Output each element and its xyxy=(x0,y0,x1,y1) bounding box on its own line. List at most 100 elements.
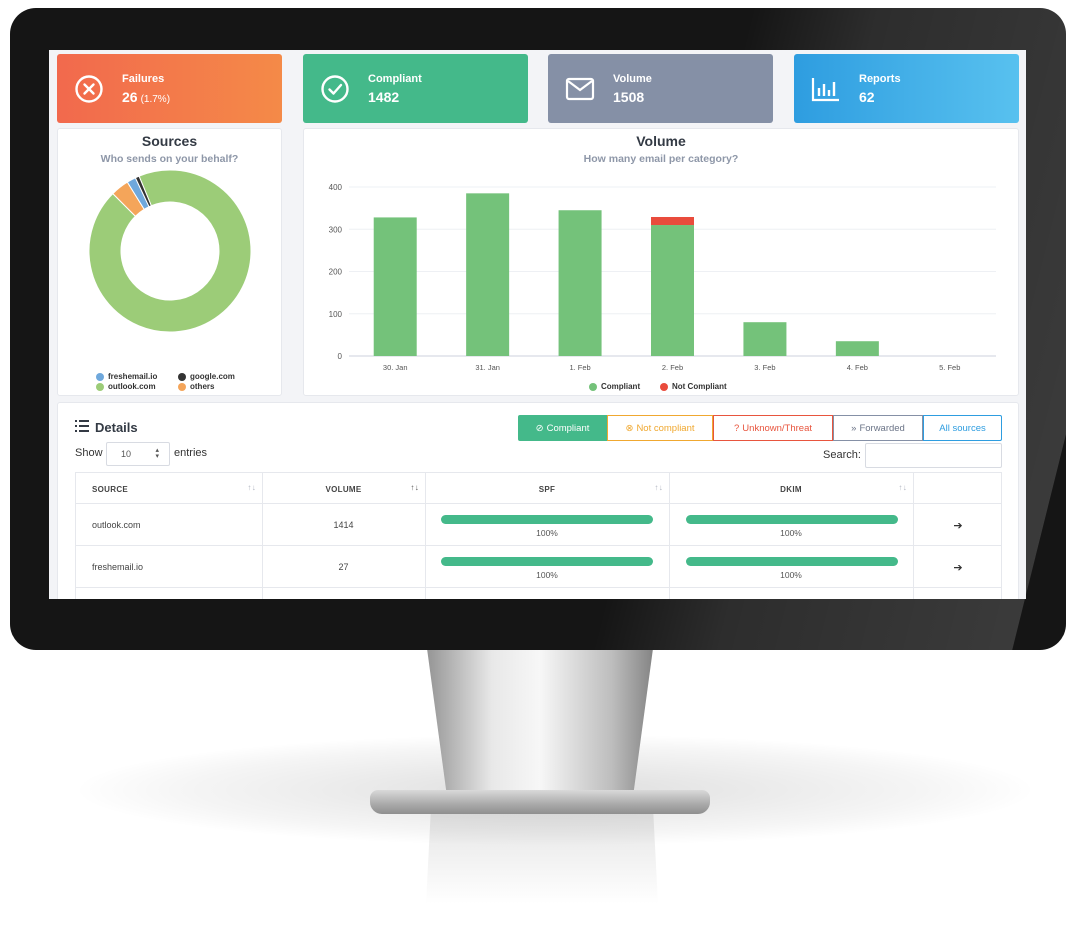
table-header: SOURCE ↑↓ VOLUME ↑↓ SPF ↑↓ DKIM ↑↓ xyxy=(75,472,1002,504)
pie-slice-google-com[interactable] xyxy=(134,175,152,208)
x-circle-icon xyxy=(74,74,104,104)
bar-compliant[interactable] xyxy=(373,217,417,356)
filter-compliant-button[interactable]: ⊘ Compliant xyxy=(518,415,607,441)
entries-label: entries xyxy=(174,447,208,459)
legend-item[interactable]: freshemail.io xyxy=(96,372,157,381)
sort-icon: ↑↓ xyxy=(654,483,663,492)
filter-label: Unknown/Threat xyxy=(742,422,812,434)
filter-label: Forwarded xyxy=(859,422,905,434)
legend-item[interactable]: outlook.com xyxy=(96,382,156,391)
question-circle-icon: ? xyxy=(734,422,740,434)
monitor-stand-foot xyxy=(370,790,710,814)
legend-label: outlook.com xyxy=(108,382,156,391)
legend-dot xyxy=(96,372,104,381)
arrow-right-icon[interactable]: ➔ xyxy=(953,519,963,532)
reports-label: Reports xyxy=(859,72,901,85)
legend-item-compliant[interactable]: Compliant xyxy=(589,382,640,391)
sort-icon: ↑↓ xyxy=(898,483,907,492)
bar-chart-icon xyxy=(811,74,841,104)
bar-compliant[interactable] xyxy=(651,225,694,356)
dkim-percent: 100% xyxy=(780,528,802,538)
y-tick-label: 100 xyxy=(329,310,343,319)
y-tick-label: 400 xyxy=(329,183,343,192)
bar-compliant[interactable] xyxy=(835,341,879,356)
filter-label: Not compliant xyxy=(636,422,695,434)
x-tick-label: 2. Feb xyxy=(662,363,683,372)
filter-unknown-threat-button[interactable]: ? Unknown/Threat xyxy=(713,415,833,441)
filter-label: All sources xyxy=(939,422,986,434)
column-header-spf[interactable]: SPF ↑↓ xyxy=(538,483,663,494)
spf-percent: 100% xyxy=(536,528,558,538)
entries-select[interactable]: 10 ▴ ▾ xyxy=(106,442,170,466)
volume-chart-title: Volume xyxy=(636,133,686,149)
x-circle-icon: ⊗ xyxy=(625,422,634,434)
legend-dot xyxy=(96,382,104,391)
filter-all-sources-button[interactable]: All sources xyxy=(923,415,1002,441)
legend-item[interactable]: google.com xyxy=(178,372,235,381)
chevron-updown-icon: ▴ ▾ xyxy=(155,447,159,460)
x-tick-label: 30. Jan xyxy=(383,363,408,372)
volume-bar-chart: 0 100 200 300 400 30. Jan 31. Jan 1. Feb 2. Feb 3… xyxy=(329,183,996,372)
filter-forwarded-button[interactable]: » Forwarded xyxy=(833,415,923,441)
legend-label: others xyxy=(190,382,215,391)
column-header-volume[interactable]: VOLUME ↑↓ xyxy=(325,483,419,494)
table-row[interactable]: outlook.com 1414 100% 100% ➔ xyxy=(75,504,1002,546)
search-label: Search: xyxy=(823,449,861,461)
bar-not-compliant[interactable] xyxy=(651,216,694,226)
table-row-partial xyxy=(75,588,1002,599)
y-tick-label: 300 xyxy=(329,225,343,234)
check-circle-icon: ⊘ xyxy=(535,422,544,434)
legend-dot xyxy=(178,372,186,381)
legend-dot xyxy=(589,382,597,391)
volume-panel: Volume How many email per category? 0 100… xyxy=(303,128,1019,396)
monitor-stand-neck xyxy=(427,650,653,810)
stand-reflection xyxy=(426,814,658,904)
column-header-dkim[interactable]: DKIM ↑↓ xyxy=(780,483,907,494)
bar-compliant[interactable] xyxy=(466,193,510,356)
search-input[interactable] xyxy=(865,443,1002,468)
cell-volume: 1414 xyxy=(333,520,354,530)
x-tick-label: 5. Feb xyxy=(939,363,960,372)
details-panel: Details ⊘ Compliant ⊗ Not compliant ? Unkno… xyxy=(57,402,1019,599)
legend-dot xyxy=(660,382,668,391)
spf-progress-bar xyxy=(441,515,653,524)
volume-card[interactable]: Volume 1508 xyxy=(548,54,773,123)
filter-not-compliant-button[interactable]: ⊗ Not compliant xyxy=(607,415,713,441)
check-circle-icon xyxy=(320,74,350,104)
cell-source: outlook.com xyxy=(92,520,141,530)
sort-desc-icon: ↑↓ xyxy=(410,483,419,492)
sources-panel: Sources Who sends on your behalf? freshe… xyxy=(57,128,282,396)
spf-percent: 100% xyxy=(536,570,558,580)
arrow-right-icon[interactable]: ➔ xyxy=(953,561,963,574)
compliant-card[interactable]: Compliant 1482 xyxy=(303,54,528,123)
legend-label: Not Compliant xyxy=(672,382,727,391)
volume-label: Volume xyxy=(613,72,652,85)
bar-compliant[interactable] xyxy=(743,322,787,356)
details-header: Details xyxy=(75,420,138,435)
dkim-percent: 100% xyxy=(780,570,802,580)
entries-value: 10 xyxy=(121,449,132,459)
compliant-label: Compliant xyxy=(368,72,422,85)
volume-chart-subtitle: How many email per category? xyxy=(583,153,739,165)
legend-item-not-compliant[interactable]: Not Compliant xyxy=(660,382,727,391)
envelope-icon xyxy=(565,74,595,104)
dkim-progress-bar xyxy=(686,515,898,524)
column-header-source[interactable]: SOURCE ↑↓ xyxy=(92,483,256,494)
x-tick-label: 31. Jan xyxy=(475,363,500,372)
sort-icon: ↑↓ xyxy=(247,483,256,492)
failures-percent: (1.7%) xyxy=(140,93,171,105)
bar-compliant[interactable] xyxy=(558,210,602,356)
legend-item[interactable]: others xyxy=(178,382,214,391)
volume-value: 1508 xyxy=(613,88,645,105)
cell-volume: 27 xyxy=(338,562,349,572)
reports-card[interactable]: Reports 62 xyxy=(794,54,1019,123)
legend-label: freshemail.io xyxy=(108,372,158,381)
failures-value: 26 xyxy=(122,88,138,105)
y-tick-label: 200 xyxy=(329,268,343,277)
dkim-progress-bar xyxy=(686,557,898,566)
details-title: Details xyxy=(95,420,138,435)
legend-label: Compliant xyxy=(601,382,641,391)
failures-card[interactable]: Failures 26 (1.7%) xyxy=(57,54,282,123)
table-row[interactable]: freshemail.io 27 100% 100% ➔ xyxy=(75,546,1002,588)
